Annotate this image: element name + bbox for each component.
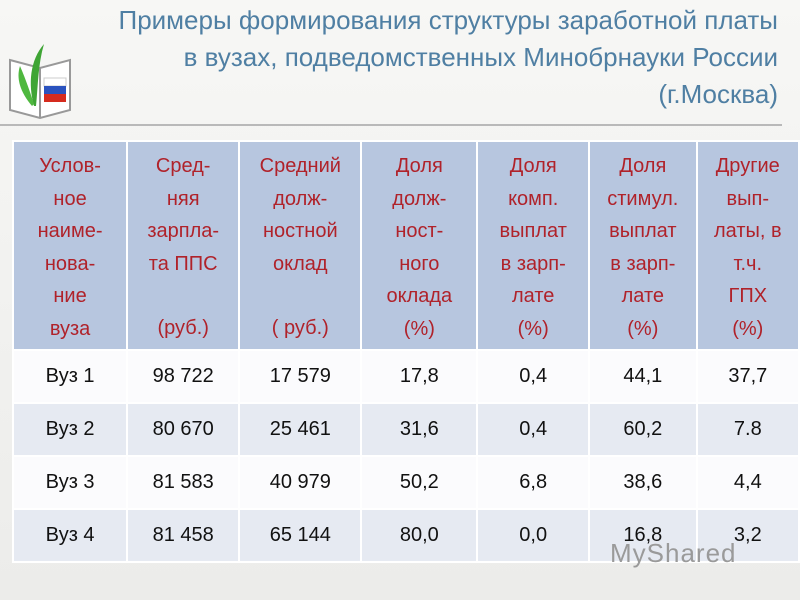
header-line: Средний bbox=[259, 155, 341, 177]
header-cell: Доля долж-ност-ного оклада (%) bbox=[360, 140, 479, 351]
header-line: вуза bbox=[49, 317, 91, 340]
header-line: (%) bbox=[732, 317, 764, 340]
header-line: ГПХ bbox=[728, 285, 768, 307]
table-cell: 4,4 bbox=[695, 455, 800, 510]
table-body: Вуз 1 98 722 17 579 17,8 0,4 44,1 37,7 Вуз 2 80 … bbox=[11, 349, 800, 563]
table-cell: 40 979 bbox=[238, 455, 363, 510]
header-line: латы, в bbox=[713, 220, 782, 242]
header-line: оклада bbox=[386, 285, 453, 307]
header-line: лате bbox=[511, 285, 555, 307]
logo bbox=[9, 44, 71, 120]
watermark: MyShared bbox=[610, 538, 737, 568]
table-row: Вуз 3 81 583 40 979 50,2 6,8 38,6 4,4 bbox=[11, 455, 800, 510]
header-line: выплат bbox=[499, 220, 567, 242]
header-line: долж- bbox=[392, 187, 447, 210]
table-cell: 0,4 bbox=[476, 402, 591, 457]
header-line: Услов- bbox=[39, 155, 101, 177]
table-row: Вуз 1 98 722 17 579 17,8 0,4 44,1 37,7 bbox=[11, 349, 800, 404]
table-cell: 38,6 bbox=[588, 455, 698, 510]
header-line: (%) bbox=[517, 317, 549, 340]
table-cell: Вуз 2 bbox=[11, 402, 129, 457]
divider bbox=[0, 124, 782, 126]
header-line: Доля bbox=[395, 155, 443, 177]
header-line: (руб.) bbox=[157, 317, 209, 339]
table-cell: 81 583 bbox=[126, 455, 241, 510]
table-cell: 31,6 bbox=[360, 402, 479, 457]
header-cell: Сред-няя зарпла-та ППС (руб.) bbox=[126, 140, 241, 351]
table-cell: 60,2 bbox=[588, 402, 698, 457]
table-cell: Вуз 4 bbox=[11, 508, 129, 563]
table-cell: 37,7 bbox=[695, 349, 800, 404]
header-line: в зарп- bbox=[500, 252, 566, 275]
header-line: Доля bbox=[509, 155, 557, 177]
header-line: в зарп- bbox=[610, 252, 676, 275]
table-cell: 65 144 bbox=[238, 508, 363, 563]
header-line: ние bbox=[53, 285, 87, 307]
header-line: ное bbox=[53, 187, 87, 210]
header-line: ного bbox=[399, 252, 440, 275]
header-line: Доля bbox=[619, 155, 667, 177]
table-cell: 0,4 bbox=[476, 349, 591, 404]
header-line: долж- bbox=[273, 187, 328, 210]
header-line: стимул. bbox=[607, 187, 679, 210]
table-cell: 44,1 bbox=[588, 349, 698, 404]
header-cell: Другие вып-латы, в т.ч. ГПХ (%) bbox=[695, 140, 800, 351]
salary-table: Услов-ное наиме-нова-ние вуза Сред-няя зарпл… bbox=[11, 140, 800, 563]
table-cell: 16,8 bbox=[588, 508, 698, 563]
table-cell: 81 458 bbox=[126, 508, 241, 563]
header-line: ност- bbox=[395, 220, 444, 242]
table-cell: 7.8 bbox=[695, 402, 800, 457]
table-cell: 17,8 bbox=[360, 349, 479, 404]
header-line: оклад bbox=[273, 252, 328, 275]
header-cell: Средний долж-ностной оклад ( руб.) bbox=[238, 140, 363, 351]
title-line: Примеры формирования структуры заработно… bbox=[118, 5, 778, 35]
header-line: (%) bbox=[403, 317, 435, 340]
table-cell: 25 461 bbox=[238, 402, 363, 457]
header-line bbox=[130, 280, 236, 312]
table-cell: Вуз 1 bbox=[11, 349, 129, 404]
title-line: (г.Москва) bbox=[658, 79, 778, 109]
title: Примеры формирования структуры заработно… bbox=[78, 2, 778, 113]
header-line: та ППС bbox=[148, 252, 218, 275]
header-line: лате bbox=[621, 285, 665, 307]
header-row: Услов-ное наиме-нова-ние вуза Сред-няя зарпл… bbox=[11, 140, 800, 351]
table-cell: Вуз 3 bbox=[11, 455, 129, 510]
table-row: Вуз 4 81 458 65 144 80,0 0,0 16,8 3,2 bbox=[11, 508, 800, 563]
header-line: Другие bbox=[715, 155, 780, 177]
header-line: няя bbox=[166, 187, 200, 210]
header-line: выплат bbox=[609, 220, 677, 242]
header-cell: Услов-ное наиме-нова-ние вуза bbox=[11, 140, 129, 351]
header-line bbox=[242, 280, 358, 312]
header-line: ностной bbox=[262, 220, 338, 242]
table-row: Вуз 2 80 670 25 461 31,6 0,4 60,2 7.8 bbox=[11, 402, 800, 457]
table-cell: 80,0 bbox=[360, 508, 479, 563]
table-cell: 3,2 bbox=[695, 508, 800, 563]
header-line: т.ч. bbox=[733, 252, 763, 275]
table-cell: 80 670 bbox=[126, 402, 241, 457]
table-cell: 98 722 bbox=[126, 349, 241, 404]
header-line: зарпла- bbox=[147, 220, 220, 242]
header-line: вып- bbox=[726, 187, 770, 210]
header-cell: Доля комп. выплат в зарп-лате (%) bbox=[476, 140, 591, 351]
header-line: (%) bbox=[627, 317, 659, 340]
header-line: наиме- bbox=[37, 220, 103, 242]
table-cell: 6,8 bbox=[476, 455, 591, 510]
header-line: комп. bbox=[508, 187, 559, 210]
table-cell: 0,0 bbox=[476, 508, 591, 563]
header-cell: Доля стимул. выплат в зарп-лате (%) bbox=[588, 140, 698, 351]
header-line: нова- bbox=[44, 252, 96, 275]
header-line: ( руб.) bbox=[271, 317, 329, 339]
table-cell: 17 579 bbox=[238, 349, 363, 404]
header-line: Сред- bbox=[155, 155, 211, 177]
title-line: в вузах, подведомственных Минобрнауки Ро… bbox=[183, 42, 778, 72]
table-cell: 50,2 bbox=[360, 455, 479, 510]
